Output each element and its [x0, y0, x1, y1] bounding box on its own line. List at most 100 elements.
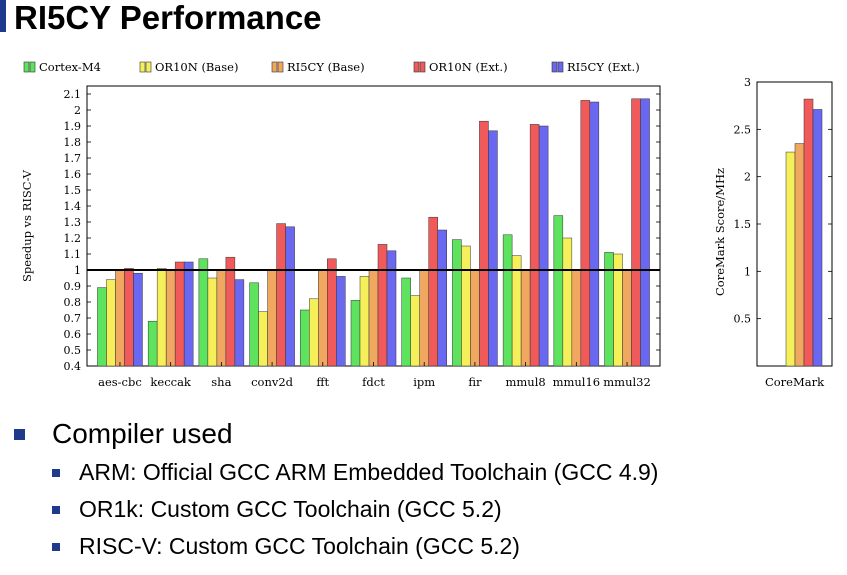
bar-fft-4: [336, 276, 346, 367]
bar-conv2d-3: [276, 223, 286, 367]
bar-fft-2: [318, 269, 328, 367]
bar-fdct-1: [359, 276, 370, 367]
sub-bullet-square-icon: [52, 506, 60, 514]
bar-conv2d-0: [249, 282, 259, 367]
title-accent-bar: [0, 0, 6, 32]
coremark-bar-4: [812, 109, 823, 367]
legend-swatch: [551, 61, 558, 73]
sub-bullet-square-icon: [52, 469, 60, 477]
bar-fdct-2: [368, 269, 379, 367]
bar-mmul8-0: [502, 234, 513, 367]
legend-swatch: [139, 61, 146, 73]
bar-sha-1: [207, 277, 218, 367]
coremark-y-tick-label: 1.5: [734, 218, 752, 231]
bar-keccak-2: [165, 269, 176, 367]
x-tick-label: ipm: [413, 375, 435, 389]
bar-fir-0: [452, 239, 462, 367]
bar-keccak-0: [147, 320, 158, 367]
bar-sha-2: [216, 269, 227, 367]
y-tick-label: 1.4: [64, 200, 82, 213]
bar-mmul16-0: [553, 215, 564, 367]
bar-aes-cbc-3: [124, 268, 134, 367]
x-tick-label: mmul32: [603, 375, 651, 389]
bar-fdct-4: [386, 250, 397, 367]
x-tick-label: sha: [211, 375, 231, 389]
legend-label: RI5CY (Base): [287, 60, 365, 74]
sub-bullet-text: RISC-V: Custom GCC Toolchain (GCC 5.2): [79, 533, 520, 559]
bar-keccak-1: [156, 268, 167, 367]
coremark-y-axis-label: CoreMark Score/MHz: [713, 168, 727, 296]
legend-label: Cortex-M4: [39, 60, 101, 74]
bar-sha-3: [225, 256, 236, 367]
bar-conv2d-1: [258, 311, 268, 367]
legend-label: OR10N (Ext.): [429, 60, 508, 74]
y-axis-label: Speedup vs RISC-V: [20, 169, 34, 282]
x-tick-label: fdct: [362, 375, 385, 389]
x-tick-label: mmul16: [553, 375, 601, 389]
bar-mmul8-3: [529, 124, 540, 367]
bar-aes-cbc-1: [106, 279, 116, 367]
legend-swatch: [23, 61, 30, 73]
bar-conv2d-4: [285, 226, 295, 367]
bar-mmul8-2: [520, 269, 531, 367]
y-tick-label: 1: [74, 264, 81, 277]
x-tick-label: fft: [316, 375, 329, 389]
x-tick-label: fir: [468, 375, 482, 389]
bar-fdct-3: [377, 244, 388, 367]
y-tick-label: 2.1: [64, 88, 82, 101]
bar-aes-cbc-2: [115, 269, 125, 367]
legend-swatch: [271, 61, 278, 73]
bar-ipm-4: [437, 229, 447, 367]
legend-swatch: [277, 61, 284, 73]
bar-ipm-3: [428, 216, 438, 367]
bullet-text: Compiler used: [52, 418, 233, 449]
coremark-y-tick-label: 3: [744, 76, 751, 89]
coremark-y-tick-label: 2.5: [734, 123, 752, 136]
y-tick-label: 1.9: [64, 120, 82, 133]
coremark-bar-2: [794, 143, 805, 367]
bar-conv2d-2: [267, 269, 277, 367]
bar-mmul8-4: [538, 125, 549, 367]
coremark-bar-1: [785, 151, 796, 367]
y-tick-label: 0.6: [64, 328, 82, 341]
y-tick-label: 1.7: [64, 152, 82, 165]
coremark-y-tick-label: 0.5: [734, 313, 752, 326]
legend-swatch: [413, 61, 420, 73]
bar-ipm-2: [419, 269, 429, 367]
y-tick-label: 1.1: [64, 248, 82, 261]
sub-bullet-square-icon: [52, 543, 60, 551]
bar-fir-4: [488, 130, 498, 367]
bar-fir-3: [479, 120, 489, 367]
bar-mmul16-4: [589, 101, 600, 367]
y-tick-label: 0.7: [64, 312, 82, 325]
y-tick-label: 0.5: [64, 344, 82, 357]
legend-swatch: [145, 61, 152, 73]
y-tick-label: 2: [74, 104, 81, 117]
bar-sha-4: [234, 279, 245, 367]
coremark-y-tick-label: 2: [744, 171, 751, 184]
bar-mmul16-3: [580, 100, 591, 367]
x-tick-label: keccak: [150, 375, 192, 389]
legend-swatch: [419, 61, 426, 73]
bullet-square-icon: [14, 429, 25, 440]
sub-bullet-text: ARM: Official GCC ARM Embedded Toolchain…: [79, 459, 659, 485]
y-tick-label: 1.2: [64, 232, 82, 245]
legend-swatch: [29, 61, 36, 73]
bar-fft-0: [300, 309, 310, 367]
bar-fir-1: [461, 245, 471, 367]
legend-label: OR10N (Base): [155, 60, 238, 74]
bar-mmul32-2: [622, 269, 632, 367]
y-tick-label: 1.8: [64, 136, 82, 149]
y-tick-label: 0.8: [64, 296, 82, 309]
sub-bullet-text: OR1k: Custom GCC Toolchain (GCC 5.2): [79, 496, 502, 522]
legend-label: RI5CY (Ext.): [567, 60, 640, 74]
x-tick-label: aes-cbc: [98, 375, 142, 389]
bar-mmul32-4: [640, 98, 650, 367]
coremark-y-tick-label: 1: [744, 265, 751, 278]
y-tick-label: 1.6: [64, 168, 82, 181]
legend-swatch: [557, 61, 564, 73]
bar-sha-0: [198, 258, 209, 367]
y-tick-label: 1.5: [64, 184, 82, 197]
bar-ipm-0: [401, 277, 411, 367]
